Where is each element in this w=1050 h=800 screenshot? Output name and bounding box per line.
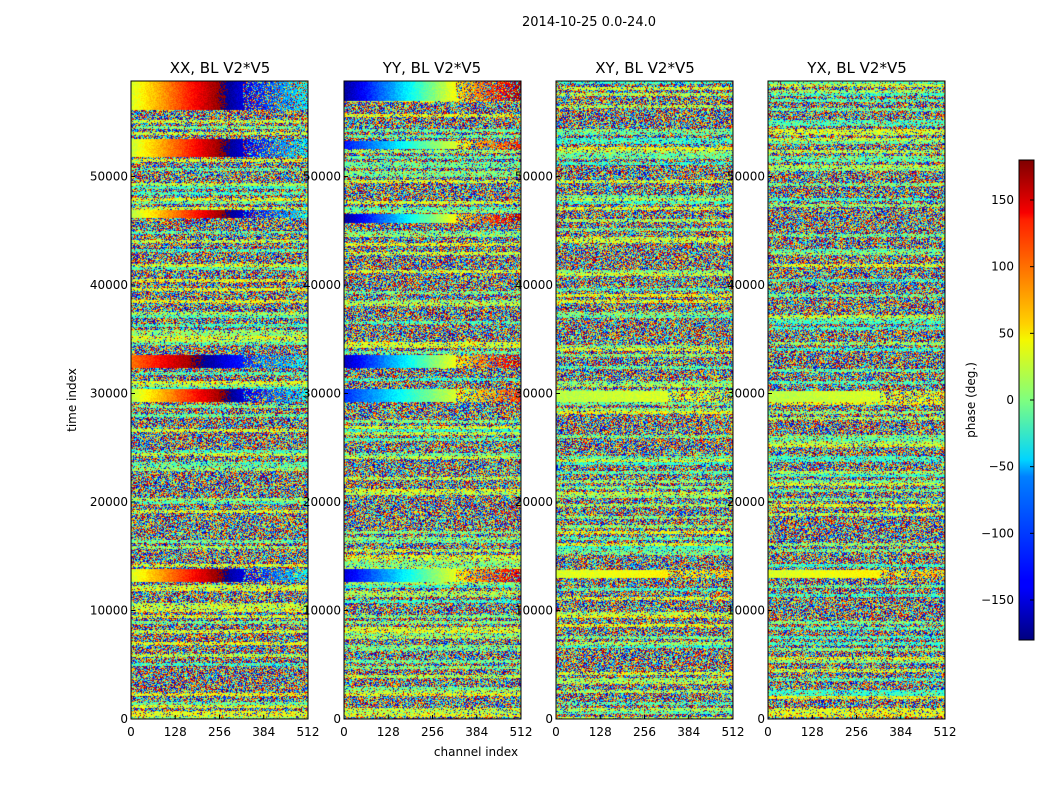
y-tick-label: 0	[757, 712, 765, 726]
heatmap-image-2	[556, 81, 733, 719]
y-tick-label: 20000	[515, 495, 553, 509]
x-tick-label: 256	[633, 725, 656, 739]
panel-title-yx: YX, BL V2*V5	[806, 59, 907, 77]
y-tick-label: 40000	[90, 278, 128, 292]
y-tick-label: 20000	[727, 495, 765, 509]
x-tick-label: 0	[340, 725, 348, 739]
y-tick-label: 0	[545, 712, 553, 726]
x-tick-label: 256	[845, 725, 868, 739]
y-tick-label: 40000	[727, 278, 765, 292]
panel-xx: XX, BL V2*V5	[170, 59, 271, 77]
panel-title-yy: YY, BL V2*V5	[382, 59, 481, 77]
x-tick-label: 512	[722, 725, 745, 739]
panel-title-xy: XY, BL V2*V5	[595, 59, 695, 77]
x-tick-label: 0	[127, 725, 135, 739]
panel-yy: YY, BL V2*V5	[382, 59, 481, 77]
y-tick-label: 50000	[303, 169, 341, 183]
y-tick-label: 10000	[90, 603, 128, 617]
colorbar-label: phase (deg.)	[964, 362, 978, 438]
colorbar-tick-label: −100	[981, 526, 1014, 540]
x-tick-label: 384	[252, 725, 275, 739]
panel-title-xx: XX, BL V2*V5	[170, 59, 271, 77]
x-tick-label: 512	[510, 725, 533, 739]
y-tick-label: 40000	[515, 278, 553, 292]
x-tick-label: 512	[934, 725, 957, 739]
y-tick-label: 20000	[303, 495, 341, 509]
y-tick-label: 50000	[727, 169, 765, 183]
heatmap-image-0	[131, 81, 308, 719]
colorbar-tick-label: 0	[1006, 393, 1014, 407]
y-tick-label: 30000	[515, 386, 553, 400]
x-tick-label: 128	[589, 725, 612, 739]
heatmap-layer	[130, 80, 946, 720]
x-tick-label: 256	[421, 725, 444, 739]
y-tick-label: 10000	[515, 603, 553, 617]
colorbar-tick-label: 100	[991, 260, 1014, 274]
x-tick-label: 128	[801, 725, 824, 739]
panel-yx: YX, BL V2*V5	[806, 59, 907, 77]
x-tick-label: 384	[889, 725, 912, 739]
x-tick-label: 512	[297, 725, 320, 739]
tick-layer: 0 128 256 384 512 0 10000 20000 30000 40000 50000 0…	[90, 169, 957, 739]
y-tick-label: 20000	[90, 495, 128, 509]
colorbar: −150 −100 −50 0 50 100 150 phase (deg.)	[964, 159, 1035, 641]
panel-xy: XY, BL V2*V5	[595, 59, 695, 77]
y-tick-label: 40000	[303, 278, 341, 292]
colorbar-ticks: −150 −100 −50 0 50 100 150	[981, 193, 1034, 607]
colorbar-tick-label: 50	[999, 326, 1014, 340]
heatmap-image-3	[768, 81, 945, 719]
x-tick-label: 0	[552, 725, 560, 739]
y-tick-label: 0	[333, 712, 341, 726]
x-tick-label: 256	[208, 725, 231, 739]
y-tick-label: 30000	[303, 386, 341, 400]
colorbar-tick-label: −150	[981, 593, 1014, 607]
figure-title: 2014-10-25 0.0-24.0	[522, 15, 656, 30]
x-axis-label: channel index	[434, 745, 518, 759]
heatmap-image-1	[344, 81, 521, 719]
x-tick-label: 128	[164, 725, 187, 739]
x-tick-label: 128	[377, 725, 400, 739]
y-tick-label: 50000	[515, 169, 553, 183]
y-tick-label: 50000	[90, 169, 128, 183]
x-tick-label: 384	[465, 725, 488, 739]
y-tick-label: 10000	[727, 603, 765, 617]
colorbar-tick-label: 150	[991, 193, 1014, 207]
x-tick-label: 384	[677, 725, 700, 739]
x-tick-label: 0	[764, 725, 772, 739]
y-tick-label: 10000	[303, 603, 341, 617]
y-tick-label: 30000	[90, 386, 128, 400]
y-axis-label: time index	[65, 368, 79, 432]
colorbar-tick-label: −50	[989, 460, 1014, 474]
y-tick-label: 0	[120, 712, 128, 726]
y-tick-label: 30000	[727, 386, 765, 400]
